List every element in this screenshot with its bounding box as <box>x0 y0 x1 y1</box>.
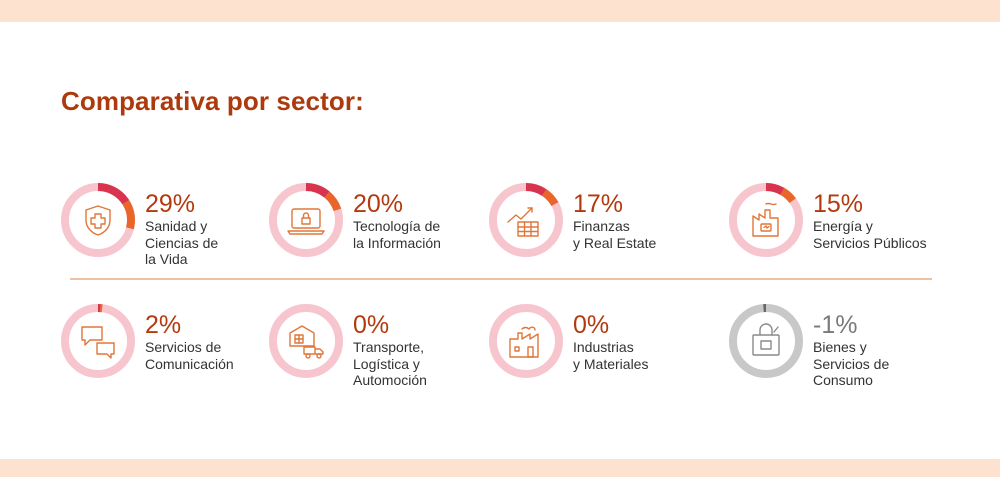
row-divider <box>70 278 932 280</box>
warehouse-truck-icon <box>289 325 324 359</box>
ring-value <box>324 191 342 212</box>
laptop-lock-icon <box>287 208 325 235</box>
bottom-band <box>0 459 1000 477</box>
sector-percentage: 15% <box>813 190 864 218</box>
top-band <box>0 0 1000 22</box>
sector-percentage: 2% <box>145 311 182 339</box>
sector-ring <box>488 182 564 258</box>
sector-percentage: 0% <box>573 311 610 339</box>
sector-ring <box>728 303 804 379</box>
ring-track <box>269 304 343 378</box>
health-shield-icon <box>85 205 111 236</box>
sector-ring <box>268 303 344 379</box>
ring-value <box>765 183 785 195</box>
sector-label: Tecnología de la Información <box>353 218 441 251</box>
sector-ring <box>728 182 804 258</box>
sector-percentage: 17% <box>573 190 624 218</box>
sector-label: Energía y Servicios Públicos <box>813 218 927 251</box>
sector-label: Bienes y Servicios de Consumo <box>813 339 890 388</box>
sector-label: Industrias y Materiales <box>573 339 649 372</box>
sector-percentage: -1% <box>813 311 858 339</box>
energy-factory-icon <box>752 202 779 237</box>
sector-label: Finanzas y Real Estate <box>573 218 657 251</box>
sector-percentage: 29% <box>145 190 196 218</box>
ring-value <box>525 183 547 196</box>
industry-icon <box>509 326 539 358</box>
sector-percentage: 20% <box>353 190 404 218</box>
sector-label: Sanidad y Ciencias de la Vida <box>145 218 219 267</box>
page-title: Comparativa por sector: <box>61 86 364 116</box>
growth-chart-icon <box>507 207 539 237</box>
sector-label: Transporte, Logística y Automoción <box>353 339 427 388</box>
ring-value <box>541 189 559 207</box>
ring-value <box>780 187 796 204</box>
sector-label: Servicios de Comunicación <box>145 339 234 372</box>
sector-ring <box>60 182 136 258</box>
ring-value <box>122 200 135 230</box>
ring-track <box>61 304 135 378</box>
ring-track <box>729 304 803 378</box>
ring-track <box>489 304 563 378</box>
sector-ring <box>488 303 564 379</box>
ring-value <box>97 183 130 205</box>
sector-ring <box>60 303 136 379</box>
sector-ring <box>268 182 344 258</box>
chat-bubbles-icon <box>81 326 115 359</box>
sector-percentage: 0% <box>353 311 390 339</box>
shopping-bag-icon <box>752 323 780 356</box>
ring-value <box>305 183 330 198</box>
